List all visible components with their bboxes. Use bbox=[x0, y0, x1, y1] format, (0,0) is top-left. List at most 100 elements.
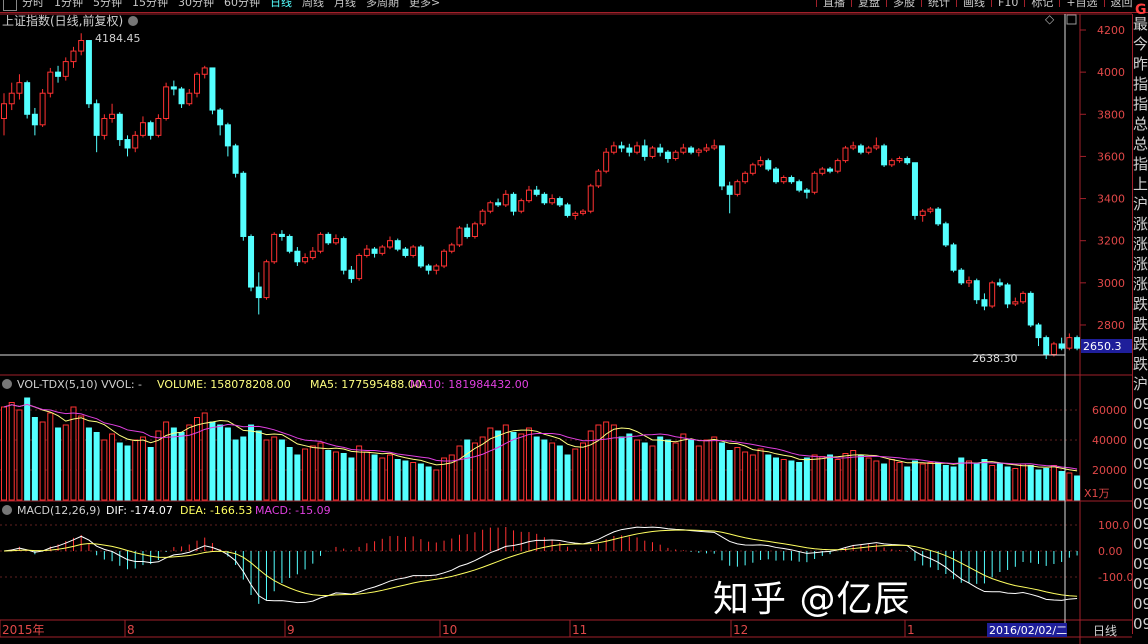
tab-9[interactable]: 多周期 bbox=[366, 0, 399, 9]
info-row: 上 bbox=[1133, 175, 1148, 193]
toolbar-button-3[interactable]: 统计 bbox=[921, 0, 956, 8]
period-tabs: 分时 1分钟 5分钟 15分钟 30分钟 60分钟 日线 周线 月线 多周期 更多> bbox=[22, 0, 441, 9]
volume-bar bbox=[881, 463, 888, 501]
candle-body bbox=[124, 139, 131, 149]
candle-body bbox=[556, 198, 563, 206]
candle-body bbox=[479, 210, 486, 225]
candle-body bbox=[618, 145, 625, 149]
vol-volume-label: VOLUME: 158078208.00 bbox=[157, 378, 291, 391]
candle-body bbox=[610, 145, 617, 153]
toolbar-button-4[interactable]: 画线 bbox=[956, 0, 991, 8]
candle-body bbox=[587, 185, 594, 212]
candle-body bbox=[973, 280, 980, 301]
info-row: 09 bbox=[1133, 395, 1148, 413]
info-row: 跌 bbox=[1133, 355, 1148, 373]
month-label: 11 bbox=[572, 623, 587, 637]
volume-bar bbox=[1027, 465, 1034, 501]
candle-body bbox=[1020, 292, 1027, 303]
macd-value-label: MACD: -15.09 bbox=[255, 504, 331, 517]
candle-body bbox=[31, 113, 38, 126]
tab-2[interactable]: 5分钟 bbox=[93, 0, 122, 9]
info-row: 指 bbox=[1133, 95, 1148, 113]
candle-body bbox=[425, 265, 432, 271]
candle-body bbox=[163, 86, 170, 119]
tab-3[interactable]: 15分钟 bbox=[132, 0, 168, 9]
toolbar-button-8[interactable]: 返回 bbox=[1103, 0, 1139, 8]
macd-dif-label: DIF: -174.07 bbox=[106, 504, 173, 517]
tab-7[interactable]: 周线 bbox=[302, 0, 324, 9]
candle-body bbox=[441, 250, 448, 267]
title-dropdown-icon[interactable] bbox=[128, 16, 138, 26]
macd-dropdown-icon[interactable] bbox=[2, 505, 12, 515]
price-tick-label: 3400 bbox=[1097, 193, 1125, 206]
volume-bar bbox=[749, 454, 756, 501]
volume-bar bbox=[116, 442, 123, 501]
volume-bar bbox=[966, 460, 972, 501]
volume-bar bbox=[1004, 466, 1011, 501]
candle-body bbox=[109, 113, 116, 119]
price-tick-label: 3000 bbox=[1097, 277, 1125, 290]
candle-body bbox=[850, 145, 857, 149]
volume-bar bbox=[618, 436, 625, 501]
candle-body bbox=[811, 172, 818, 193]
candle-body bbox=[827, 168, 834, 172]
volume-bar bbox=[873, 460, 880, 501]
volume-bar bbox=[850, 450, 857, 501]
candle-body bbox=[39, 92, 46, 126]
month-label: 2015年 bbox=[2, 623, 45, 637]
volume-bar bbox=[610, 424, 617, 501]
volume-bar bbox=[371, 454, 378, 501]
candle-body bbox=[525, 189, 532, 202]
candle-body bbox=[348, 269, 355, 280]
candle-body bbox=[780, 176, 787, 183]
volume-bar bbox=[857, 454, 864, 501]
info-row: 09 bbox=[1133, 475, 1148, 493]
candle-body bbox=[93, 103, 100, 136]
candle-body bbox=[448, 244, 455, 252]
tab-10[interactable]: 更多> bbox=[409, 0, 441, 9]
tab-5[interactable]: 60分钟 bbox=[224, 0, 260, 9]
volume-bar bbox=[703, 439, 710, 501]
tab-6[interactable]: 日线 bbox=[270, 0, 292, 9]
candle-body bbox=[410, 246, 417, 256]
candle-body bbox=[1058, 343, 1065, 349]
toolbar-button-2[interactable]: 多股 bbox=[886, 0, 921, 8]
volume-bar bbox=[865, 457, 872, 501]
toolbar-button-5[interactable]: F10 bbox=[991, 0, 1024, 8]
window-toggle-icon[interactable] bbox=[1066, 14, 1077, 25]
toolbar-button-6[interactable]: 标记 bbox=[1024, 0, 1059, 8]
diamond-icon[interactable]: ◇ bbox=[1045, 12, 1055, 26]
candle-body bbox=[873, 145, 880, 149]
tab-1[interactable]: 1分钟 bbox=[54, 0, 83, 9]
volume-bar bbox=[533, 436, 540, 501]
toolbar-button-0[interactable]: 直播 bbox=[816, 0, 851, 8]
candle-body bbox=[996, 282, 1003, 286]
volume-bar bbox=[1012, 468, 1019, 501]
info-row: 涨 bbox=[1133, 275, 1148, 293]
volume-bar bbox=[834, 459, 841, 501]
toolbar-button-1[interactable]: 复盘 bbox=[851, 0, 886, 8]
candle-body bbox=[402, 248, 409, 256]
candle-body bbox=[325, 233, 332, 244]
tab-8[interactable]: 月线 bbox=[334, 0, 356, 9]
candle-body bbox=[1074, 337, 1081, 349]
volume-bar bbox=[1066, 472, 1073, 501]
volume-bar bbox=[448, 454, 455, 501]
vol-dropdown-icon[interactable] bbox=[2, 379, 12, 389]
candle-body bbox=[278, 233, 285, 237]
macd-tick-label: 100.0 bbox=[1098, 519, 1130, 532]
info-row: 09 bbox=[1133, 455, 1148, 473]
vol-tick-label: 60000 bbox=[1092, 404, 1127, 417]
toolbar-button-7[interactable]: +自选 bbox=[1059, 0, 1103, 8]
volume-bar bbox=[680, 433, 687, 501]
tab-4[interactable]: 30分钟 bbox=[178, 0, 214, 9]
panel-toggle-icon[interactable] bbox=[3, 0, 17, 11]
vol-tick-label: 20000 bbox=[1092, 464, 1127, 477]
macd-dif-line bbox=[3, 526, 1078, 604]
candle-body bbox=[155, 117, 162, 136]
volume-bar bbox=[842, 453, 849, 501]
tab-0[interactable]: 分时 bbox=[22, 0, 44, 9]
volume-bar bbox=[55, 427, 62, 501]
candle-body bbox=[471, 223, 478, 237]
